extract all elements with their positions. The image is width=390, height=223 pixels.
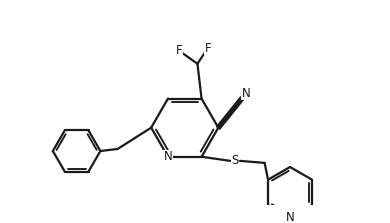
Text: F: F	[204, 42, 211, 55]
Text: N: N	[163, 150, 172, 163]
Text: N: N	[285, 211, 294, 223]
Text: F: F	[176, 44, 183, 57]
Text: N: N	[242, 87, 251, 100]
Text: S: S	[231, 154, 239, 167]
